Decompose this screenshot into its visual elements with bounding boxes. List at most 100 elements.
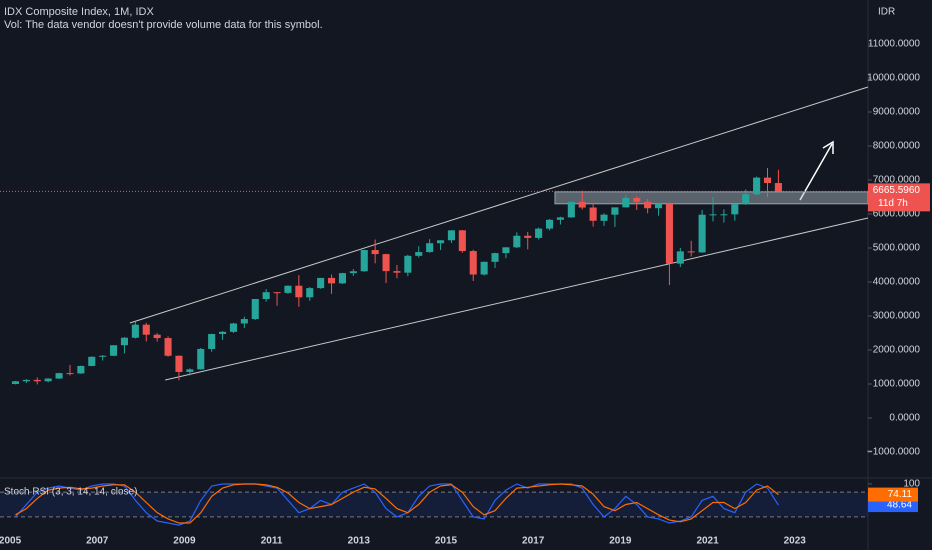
candle-body [556,217,564,220]
candle-body [99,355,107,357]
candle-body [251,298,259,320]
candle-body [33,379,41,382]
y-tick-label: 3000.0000 [873,311,921,322]
candle-body [11,381,20,384]
y-tick-label: 2000.0000 [873,345,921,356]
candle-body [208,334,216,349]
candle-body [458,230,466,252]
y-tick-label: 4000.0000 [873,277,921,288]
y-tick-label: 7000.0000 [873,175,921,186]
candle-body [382,254,390,272]
y-tick-label: 9000.0000 [873,107,921,118]
stoch-line [15,483,779,526]
arrow [799,143,833,201]
candle-body [753,177,761,195]
currency: IDR [878,7,895,18]
candle-body [654,203,663,209]
candle-body [120,337,129,346]
candle-body [513,235,521,248]
candle-body [720,214,728,216]
candle-body [88,356,96,366]
rsi-value-box [868,487,918,502]
trendline [129,86,869,324]
x-tick-label: 2017 [522,536,545,547]
band-fill [0,492,868,517]
candle-body [328,277,336,284]
candle-body [175,355,183,372]
candle-body [731,204,739,215]
last-price-label: 6665.5960 [873,185,921,196]
candle-body [197,348,205,370]
candle-body [469,251,477,275]
x-tick-label: 2009 [173,536,196,547]
candle-body [633,198,641,202]
candle-body [44,378,52,382]
candle-body [295,285,303,298]
candle-body [317,277,325,289]
y-tick-label: 5000.0000 [873,243,921,254]
candle-body [284,285,292,293]
candle-body [131,324,139,338]
chart-title: IDX Composite Index, 1M, IDX [4,6,154,18]
candle-body [371,250,379,255]
candle-body [622,198,630,208]
candle-body [110,345,118,356]
candle-body [393,271,401,273]
candle-body [240,319,248,324]
candle-body [55,373,63,379]
y-tick-label: 1000.0000 [873,379,921,390]
y-tick-label: 0.0000 [889,413,920,424]
y-tick-label: 8000.0000 [873,141,921,152]
y-tick-label: −1000.0000 [867,447,921,458]
candle-body [774,183,782,192]
rsi-title: Stoch RSI (3, 3, 14, 14, close) [4,487,137,498]
subtitle: Vol: The data vendor doesn't provide vol… [4,19,323,31]
candle-body [360,250,368,272]
last-price-box [868,183,930,212]
candle-body [77,365,85,374]
candle-body [306,288,314,298]
candle-body [219,331,227,335]
candle-body [142,324,150,335]
candle-body [578,201,586,208]
y-tick-label: 10000.0000 [867,73,920,84]
candle-body [600,214,608,221]
candle-body [676,251,684,264]
x-tick-label: 2013 [348,536,371,547]
x-tick-label: 2015 [435,536,458,547]
candle-body [687,251,695,253]
rsi-value-label: 48.64 [887,500,912,511]
candle-body [502,247,510,254]
candle-body [491,253,499,262]
x-tick-label: 2023 [784,536,807,547]
candle-body [186,369,194,372]
trendline [165,217,869,381]
candle-body [763,177,772,184]
x-tick-label: 2007 [86,536,109,547]
rsi-value-label: 74.11 [888,489,913,500]
candle-body [545,219,554,229]
candle-body [665,203,673,264]
candle-body [349,271,357,274]
candle-body [273,292,281,294]
candle-body [436,240,445,244]
countdown: 11d 7h [878,198,908,209]
candle-body [66,373,74,375]
candle-body [338,273,346,284]
resistance-zone [554,191,869,205]
candle-body [524,235,532,238]
y-tick-label: 11000.0000 [868,39,921,50]
x-tick-label: 2021 [696,536,719,547]
candle-body [698,214,706,253]
candle-body [229,323,237,332]
arrow-head [822,140,834,154]
candle-body [153,334,161,339]
candle-body [567,201,575,218]
candle-body [164,338,172,356]
candle-body [426,243,434,253]
candle-body [447,230,455,241]
candle-body [709,214,717,216]
candle-body [262,292,270,299]
